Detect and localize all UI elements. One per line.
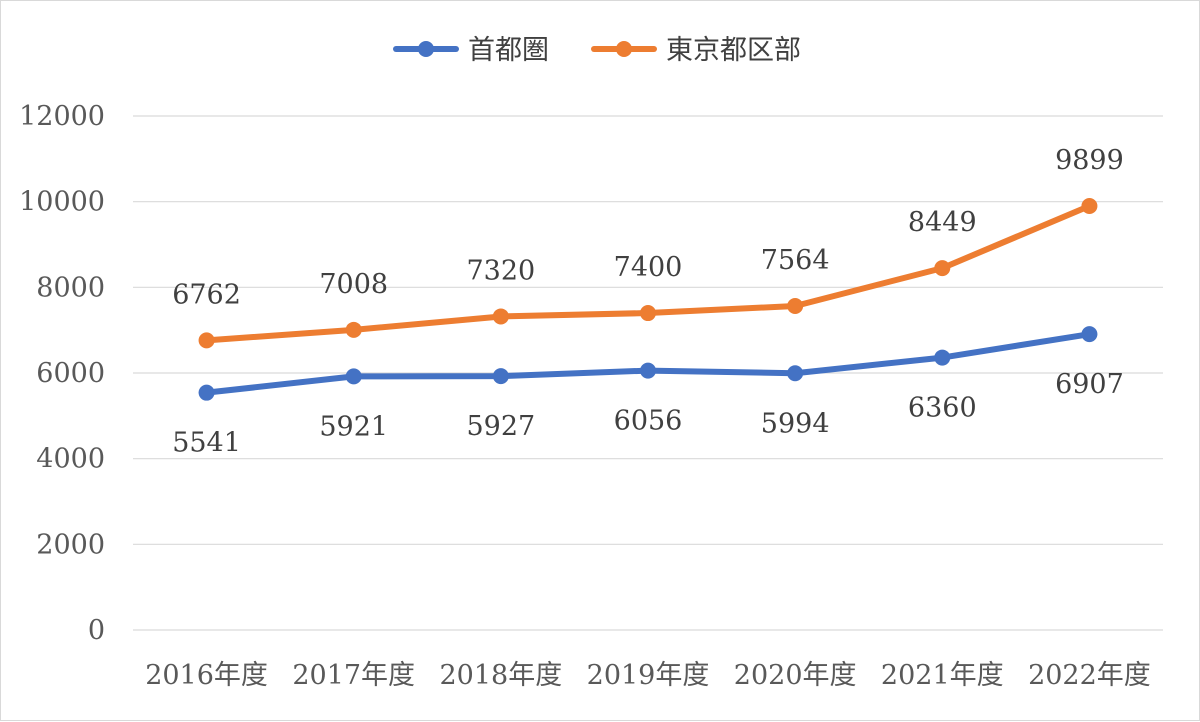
data-label: 5927 xyxy=(466,411,535,442)
y-tick-label: 12000 xyxy=(19,101,105,132)
x-tick-label: 2021年度 xyxy=(881,660,1004,691)
data-point xyxy=(1081,197,1098,214)
y-tick-label: 6000 xyxy=(36,358,105,389)
data-label: 5541 xyxy=(172,428,241,459)
x-axis-tick-labels: 2016年度 2017年度 2018年度 2019年度 2020年度 2021年度 2022… xyxy=(145,660,1151,691)
y-tick-label: 2000 xyxy=(36,529,105,560)
data-point xyxy=(934,349,951,366)
data-label: 9899 xyxy=(1055,145,1124,176)
y-tick-label: 4000 xyxy=(36,444,105,475)
data-point xyxy=(492,308,509,325)
x-tick-label: 2020年度 xyxy=(734,660,857,691)
data-label: 6907 xyxy=(1055,369,1124,400)
data-label: 6056 xyxy=(614,406,683,437)
data-point xyxy=(787,298,804,315)
data-point xyxy=(787,365,804,382)
data-label: 5994 xyxy=(761,408,830,439)
data-point xyxy=(345,321,362,338)
gridlines xyxy=(133,115,1163,631)
legend-label: 東京都区部 xyxy=(666,35,801,66)
series-lines xyxy=(198,197,1098,401)
data-label: 6762 xyxy=(172,279,241,310)
data-point xyxy=(345,368,362,385)
data-labels: 5541 5921 5927 6056 5994 6360 6907 6762 7008 7320… xyxy=(172,145,1124,459)
data-label: 6360 xyxy=(908,393,977,424)
data-label: 8449 xyxy=(908,207,977,238)
legend: 首都圏 東京都区部 xyxy=(393,35,801,66)
data-label: 7564 xyxy=(761,245,830,276)
y-tick-label: 0 xyxy=(88,615,105,646)
x-tick-label: 2022年度 xyxy=(1028,660,1151,691)
data-label: 7320 xyxy=(466,255,535,286)
x-tick-label: 2017年度 xyxy=(292,660,415,691)
data-point xyxy=(1081,326,1098,343)
data-point xyxy=(640,305,656,322)
data-point xyxy=(640,362,656,379)
y-axis-tick-labels: 0 2000 4000 6000 8000 10000 12000 xyxy=(19,101,105,646)
data-point xyxy=(934,260,951,277)
data-label: 7400 xyxy=(614,252,683,283)
x-tick-label: 2019年度 xyxy=(587,660,710,691)
data-point xyxy=(198,384,215,401)
legend-swatch-marker xyxy=(418,41,434,57)
y-tick-label: 8000 xyxy=(36,272,105,303)
x-tick-label: 2016年度 xyxy=(145,660,268,691)
data-point xyxy=(492,368,509,385)
data-point xyxy=(198,332,215,349)
data-label: 5921 xyxy=(319,411,388,442)
data-label: 7008 xyxy=(319,269,388,300)
y-tick-label: 10000 xyxy=(19,187,105,218)
legend-swatch-marker xyxy=(616,41,632,57)
x-tick-label: 2018年度 xyxy=(439,660,562,691)
legend-label: 首都圏 xyxy=(468,35,549,66)
